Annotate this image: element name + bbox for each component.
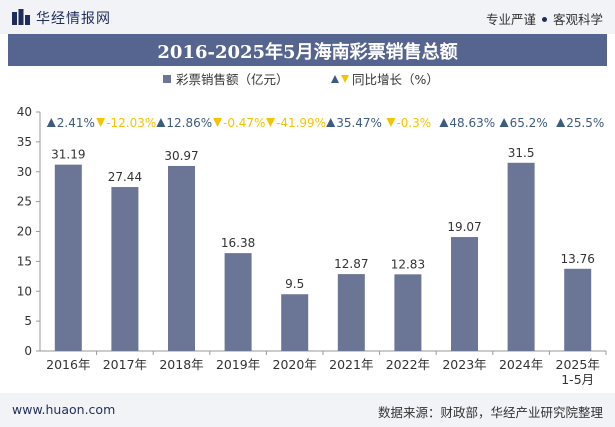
yoy-label: -0.3%	[396, 116, 431, 130]
x-tick-label: 2021年	[329, 357, 373, 372]
logo-text: 华经情报网	[36, 11, 111, 27]
yoy-label: 25.5%	[566, 116, 604, 130]
x-tick-label: 2023年	[442, 357, 486, 372]
bar-chart: 0 5 10 15 20 25 30 35 40 彩票销售额（亿元） 同比增长（%） 31.19 201…	[17, 72, 607, 387]
tagline-dot-icon	[541, 17, 547, 22]
yoy-up-arrow-icon	[499, 118, 509, 127]
bar-value-label: 12.83	[391, 257, 425, 271]
y-tick-label: 5	[24, 314, 32, 328]
bar-value-label: 31.19	[51, 148, 85, 162]
x-tick-label: 2020年	[273, 357, 317, 372]
legend-bar-label: 彩票销售额（亿元）	[176, 72, 289, 87]
chart-title: 2016-2025年5月海南彩票销售总额	[157, 42, 458, 63]
yoy-label: 35.47%	[336, 116, 382, 130]
x-tick-label: 2016年	[46, 357, 90, 372]
yoy-label: 48.63%	[449, 116, 495, 130]
yoy-label: 65.2%	[510, 116, 548, 130]
bar	[451, 237, 478, 351]
bar-value-label: 27.44	[108, 170, 142, 184]
yoy-label: 2.41%	[57, 116, 95, 130]
tagline-left: 专业严谨	[485, 12, 536, 27]
yoy-label: -12.03%	[106, 116, 156, 130]
yoy-up-arrow-icon	[326, 118, 336, 127]
x-tick-label: 2018年	[159, 357, 203, 372]
bar	[337, 274, 365, 351]
y-tick-label: 30	[17, 165, 32, 179]
y-tick-label: 35	[17, 135, 32, 149]
tagline: 专业严谨 客观科学	[486, 9, 603, 28]
bar	[507, 162, 535, 351]
tagline-right: 客观科学	[552, 12, 603, 27]
bar	[168, 165, 195, 351]
bar-value-label: 9.5	[285, 277, 304, 291]
bar	[281, 294, 309, 351]
legend-yoy-label: 同比增长（%）	[352, 72, 439, 87]
bar-value-label: 16.38	[221, 236, 255, 250]
bar	[54, 164, 82, 351]
bar-value-label: 12.87	[334, 257, 368, 271]
yoy-down-arrow-icon	[213, 118, 222, 127]
footer: www.huaon.com 数据来源：财政部，华经产业研究院整理	[0, 393, 615, 427]
y-tick-label: 0	[24, 344, 32, 358]
yoy-up-arrow-icon	[556, 118, 566, 127]
x-tick-label: 2024年	[499, 357, 543, 372]
y-tick-label: 40	[17, 105, 32, 119]
legend-down-triangle-icon	[341, 75, 349, 83]
legend-bar-swatch	[163, 75, 171, 83]
y-tick-label: 15	[17, 254, 32, 268]
yoy-label: -0.47%	[223, 116, 265, 130]
data-source: 数据来源：财政部，华经产业研究院整理	[377, 405, 603, 420]
y-tick-label: 20	[17, 225, 32, 239]
title-bar: 2016-2025年5月海南彩票销售总额	[8, 34, 607, 66]
bar	[564, 268, 592, 351]
yoy-down-arrow-icon	[266, 118, 275, 127]
yoy-down-arrow-icon	[96, 118, 106, 127]
bar-value-label: 13.76	[561, 252, 595, 266]
yoy-up-arrow-icon	[156, 118, 166, 127]
website-link[interactable]: www.huaon.com	[12, 402, 116, 417]
top-banner: 华经情报网 专业严谨 客观科学	[0, 0, 615, 34]
x-tick-label: 2019年	[216, 357, 260, 372]
bar	[224, 253, 252, 351]
bar-value-label: 31.5	[508, 146, 535, 160]
logo-icon	[12, 9, 30, 25]
legend-up-triangle-icon	[331, 75, 339, 83]
y-tick-label: 10	[17, 284, 32, 298]
yoy-up-arrow-icon	[46, 118, 56, 127]
bar	[394, 274, 422, 351]
yoy-up-arrow-icon	[439, 118, 449, 127]
bar-value-label: 19.07	[447, 220, 481, 234]
x-tick-label: 2022年	[386, 357, 430, 372]
bar	[111, 187, 139, 351]
bar-value-label: 30.97	[164, 149, 198, 163]
yoy-label: -41.99%	[276, 116, 326, 130]
x-tick-label: 2017年	[103, 357, 147, 372]
x-tick-label: 2025年 1-5月	[556, 357, 600, 387]
yoy-label: 12.86%	[166, 116, 212, 130]
yoy-down-arrow-icon	[386, 118, 396, 127]
y-tick-label: 25	[17, 195, 32, 209]
